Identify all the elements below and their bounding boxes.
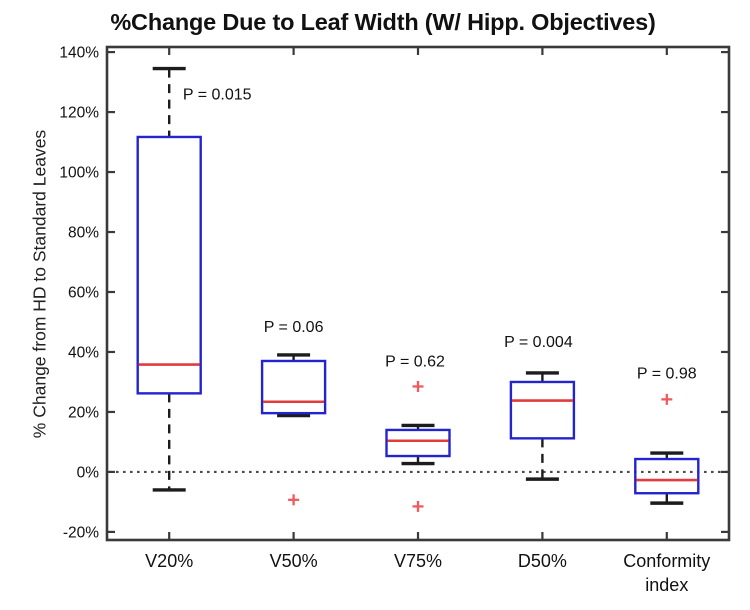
y-axis-label: % Change from HD to Standard Leaves	[29, 129, 50, 439]
x-tick-label: V50%	[270, 551, 318, 571]
p-value-label: P = 0.06	[264, 319, 324, 336]
y-tick-label: 40%	[68, 344, 99, 361]
y-tick-label: 100%	[59, 165, 99, 182]
p-value-label: P = 0.98	[637, 365, 697, 382]
y-tick-label: 80%	[68, 225, 99, 242]
y-tick-label: -20%	[63, 524, 99, 541]
y-tick-label: 20%	[68, 404, 99, 421]
x-tick-label: index	[645, 575, 688, 595]
chart-title: %Change Due to Leaf Width (W/ Hipp. Obje…	[110, 9, 656, 35]
iqr-box	[385, 428, 451, 458]
x-tick-label: D50%	[518, 551, 567, 571]
p-value-label: P = 0.004	[504, 334, 573, 351]
y-tick-label: 120%	[59, 105, 99, 122]
iqr-box	[260, 359, 327, 415]
y-tick-label: 0%	[77, 464, 100, 481]
x-tick-label: V75%	[394, 551, 442, 571]
p-value-label: P = 0.62	[385, 353, 445, 370]
axes-frame	[105, 45, 731, 542]
iqr-box	[136, 135, 202, 395]
x-tick-label: Conformity	[623, 551, 710, 571]
y-tick-label: 60%	[68, 285, 99, 302]
y-tick-label: 140%	[59, 45, 99, 62]
x-tick-label: V20%	[145, 551, 193, 571]
p-value-label: P = 0.015	[183, 87, 252, 104]
iqr-box	[509, 380, 576, 440]
iqr-box	[634, 457, 700, 495]
